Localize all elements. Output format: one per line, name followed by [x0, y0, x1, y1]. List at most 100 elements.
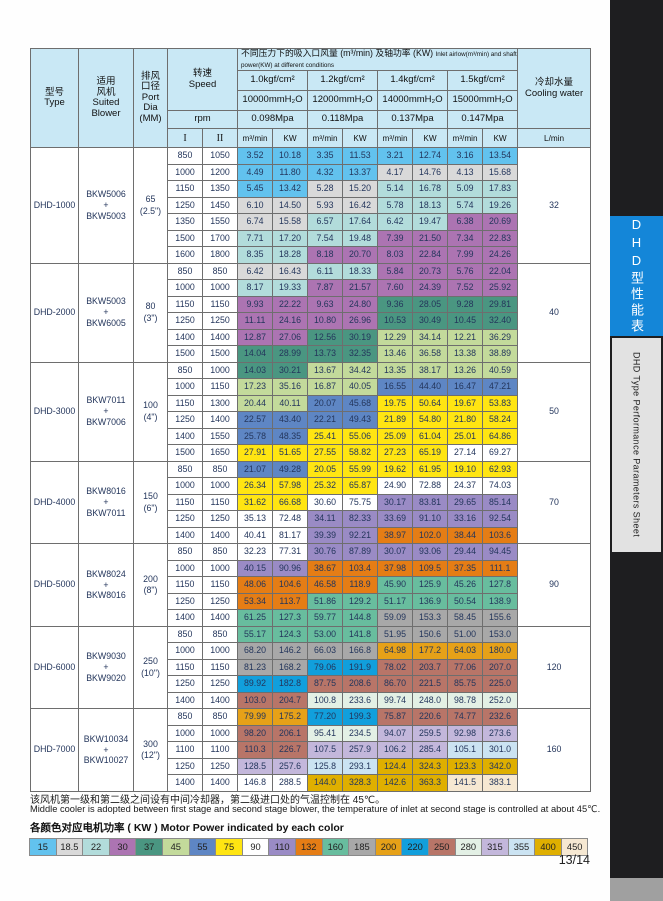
speed-ii-cell: 1000 [201, 477, 239, 495]
flow-cell: 95.41 [307, 724, 344, 743]
flow-cell: 14.04 [237, 345, 274, 363]
header-flow-unit: m³/min [377, 128, 414, 149]
power-cell: 47.21 [482, 378, 519, 396]
speed-ii-cell: 1700 [201, 229, 239, 248]
flow-cell: 33.16 [447, 510, 484, 528]
flow-cell: 4.17 [377, 163, 414, 182]
power-cell: 13.42 [272, 180, 309, 198]
header-speed: 转速 Speed [166, 47, 239, 112]
speed-ii-cell: 1150 [201, 378, 239, 396]
speed-i-cell: 1250 [167, 510, 203, 528]
power-cell: 155.6 [482, 609, 519, 627]
power-cell: 55.99 [342, 460, 379, 479]
flow-cell: 146.8 [237, 774, 274, 792]
power-cell: 19.26 [482, 196, 519, 215]
power-cell: 32.40 [482, 312, 519, 330]
flow-cell: 58.45 [447, 609, 484, 627]
blower-cell: BKW9030 + BKW9020 [78, 625, 134, 710]
flow-cell: 13.46 [377, 345, 414, 363]
power-cell: 257.9 [342, 741, 379, 759]
table-row: 1250 1450 6.10 14.50 5.93 16.42 5.78 18.13 5.74 1… [31, 196, 591, 215]
speed-ii-cell: 1300 [201, 394, 239, 413]
power-cell: 21.57 [342, 279, 379, 297]
type-cell: DHD-1000 [30, 147, 79, 264]
speed-i-cell: 1500 [167, 444, 203, 462]
power-cell: 207.0 [482, 658, 519, 677]
header-pressure-mpa: 0.118Mpa [307, 110, 379, 130]
flow-cell: 27.91 [237, 444, 274, 462]
flow-cell: 38.97 [377, 526, 414, 545]
legend-item: 55 [188, 838, 217, 856]
cooling-cell: 50 [517, 361, 592, 462]
table-row: 1150 1300 20.44 40.11 20.07 45.68 19.75 50.64 19… [31, 394, 591, 413]
flow-cell: 19.67 [447, 394, 484, 413]
header-power-unit: KW [342, 128, 379, 149]
power-cell: 74.03 [482, 477, 519, 495]
flow-cell: 5.09 [447, 180, 484, 198]
flow-cell: 6.42 [237, 262, 274, 281]
flow-cell: 30.60 [307, 493, 344, 512]
header-pressure-kgf: 1.4kgf/cm² [377, 70, 449, 92]
speed-i-cell: 1250 [167, 592, 203, 611]
power-cell: 22.83 [482, 229, 519, 248]
power-cell: 30.21 [272, 361, 309, 380]
type-cell: DHD-6000 [30, 625, 79, 710]
flow-cell: 50.54 [447, 592, 484, 611]
table-row: 1250 1250 11.11 24.16 10.80 26.96 10.53 30.49 10… [31, 312, 591, 330]
power-cell: 150.6 [412, 625, 449, 644]
speed-ii-cell: 850 [201, 543, 239, 561]
header-speed-i: I [167, 128, 203, 149]
power-cell: 111.1 [482, 559, 519, 578]
power-cell: 11.53 [342, 147, 379, 165]
power-cell: 13.37 [342, 163, 379, 182]
speed-i-cell: 1000 [167, 477, 203, 495]
legend-item: 250 [427, 838, 456, 856]
flow-cell: 81.23 [237, 658, 274, 677]
speed-i-cell: 1600 [167, 246, 203, 264]
flow-cell: 66.03 [307, 642, 344, 660]
power-cell: 141.8 [342, 625, 379, 644]
speed-ii-cell: 1000 [201, 361, 239, 380]
flow-cell: 59.09 [377, 609, 414, 627]
port-cell: 300 (12") [133, 708, 168, 792]
power-cell: 22.22 [272, 295, 309, 314]
port-cell: 150 (6") [133, 460, 168, 545]
power-cell: 127.3 [272, 609, 309, 627]
power-cell: 177.2 [412, 642, 449, 660]
speed-ii-cell: 850 [201, 708, 239, 726]
flow-cell: 4.49 [237, 163, 274, 182]
flow-cell: 6.57 [307, 213, 344, 231]
flow-cell: 46.58 [307, 576, 344, 594]
table-row: 1250 1250 89.92 182.8 87.75 208.6 86.70 221.5 85… [31, 675, 591, 693]
power-cell: 20.70 [342, 246, 379, 264]
flow-cell: 7.99 [447, 246, 484, 264]
table-row: 1400 1400 103.0 204.7 100.8 233.6 99.74 248.0 98… [31, 691, 591, 710]
table-row: 1500 1500 14.04 28.99 13.73 32.35 13.46 36.58 13… [31, 345, 591, 363]
note-english: Middle cooler is adopted between first s… [30, 804, 601, 814]
power-cell: 20.73 [412, 262, 449, 281]
power-cell: 57.98 [272, 477, 309, 495]
flow-cell: 3.35 [307, 147, 344, 165]
speed-ii-cell: 1350 [201, 180, 239, 198]
power-cell: 87.89 [342, 543, 379, 561]
flow-cell: 103.0 [237, 691, 274, 710]
legend-item: 15 [29, 838, 57, 856]
header-pressure-mmh2o: 10000mmH₂O [237, 90, 309, 112]
power-cell: 28.99 [272, 345, 309, 363]
blower-cell: BKW5006 + BKW5003 [78, 147, 134, 264]
speed-ii-cell: 1150 [201, 493, 239, 512]
flow-cell: 16.47 [447, 378, 484, 396]
flow-cell: 128.5 [237, 757, 274, 776]
table-row: DHD-3000 BKW7011 + BKW7006 100 (4") 850 1000… [30, 361, 592, 462]
speed-i-cell: 850 [167, 708, 203, 726]
speed-ii-cell: 1800 [201, 246, 239, 264]
speed-i-cell: 1250 [167, 675, 203, 693]
speed-i-cell: 1000 [167, 163, 203, 182]
table-body: DHD-1000 BKW5006 + BKW5003 65 (2.5") 850 105… [30, 147, 592, 792]
flow-cell: 25.09 [377, 427, 414, 446]
blower-cell: BKW8024 + BKW8016 [78, 543, 134, 627]
flow-cell: 21.80 [447, 411, 484, 429]
power-cell: 102.0 [412, 526, 449, 545]
flow-cell: 77.06 [447, 658, 484, 677]
flow-cell: 61.25 [237, 609, 274, 627]
